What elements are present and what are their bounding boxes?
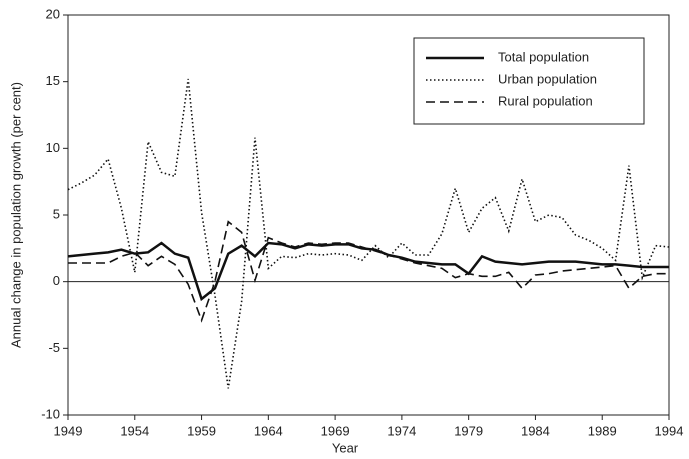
x-tick-label: 1984 (521, 423, 550, 438)
y-tick-label: 20 (46, 6, 60, 21)
y-tick-label: 0 (53, 273, 60, 288)
y-tick-label: 10 (46, 140, 60, 155)
legend-label: Urban population (498, 71, 597, 86)
x-tick-label: 1974 (387, 423, 416, 438)
y-tick-label: -10 (41, 406, 60, 421)
x-tick-label: 1949 (54, 423, 83, 438)
y-tick-label: 5 (53, 206, 60, 221)
series-line (67, 78, 670, 389)
series-line (67, 241, 669, 302)
y-axis-label: Annual change in population growth (per … (8, 82, 23, 348)
legend-label: Rural population (498, 93, 593, 108)
x-tick-label: 1979 (454, 423, 483, 438)
x-tick-label: 1964 (254, 423, 283, 438)
y-tick-label: -5 (48, 340, 60, 355)
legend-box (413, 37, 645, 125)
x-tick-label: 1954 (120, 423, 149, 438)
x-tick-label: 1994 (655, 423, 684, 438)
series-line (68, 220, 669, 323)
legend-label: Total population (498, 49, 589, 64)
y-tick-label: 15 (46, 73, 60, 88)
x-axis-label: Year (332, 440, 359, 455)
x-tick-label: 1959 (187, 423, 216, 438)
x-tick-label: 1969 (321, 423, 350, 438)
x-tick-label: 1989 (588, 423, 617, 438)
